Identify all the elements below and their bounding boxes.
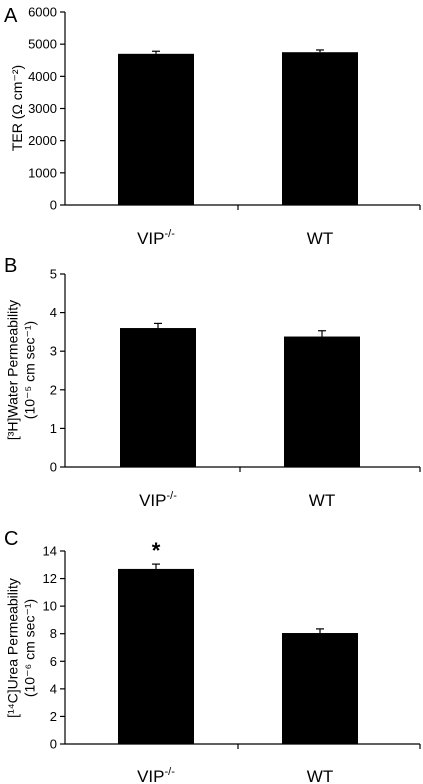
y-tick-label: 0 xyxy=(50,460,57,475)
bar xyxy=(118,568,194,744)
y-tick-label: 10 xyxy=(43,599,57,614)
y-axis-label: [¹⁴C]Urea Permeability xyxy=(5,578,21,718)
y-tick-label: 12 xyxy=(43,571,57,586)
y-tick-label: 4 xyxy=(50,305,57,320)
y-tick-label: 0 xyxy=(50,737,57,752)
panel-b: B 0 1 2 3 4 5 [³H]Water Permeability (10⁻⁵ cm se… xyxy=(4,255,421,510)
bar xyxy=(118,53,194,205)
category-label: VIP-/- xyxy=(137,766,175,784)
y-tick-label: 6 xyxy=(50,654,57,669)
panel-c: C 0 2 4 6 8 10 12 14 [¹⁴C]Urea Permeability (10⁻⁶ … xyxy=(4,528,421,784)
y-tick-label: 4 xyxy=(50,681,57,696)
category-label: WT xyxy=(309,491,335,510)
bar xyxy=(282,52,358,206)
panel-letter: A xyxy=(4,5,18,27)
panel-letter: C xyxy=(4,528,18,550)
y-tick-label: 5 xyxy=(50,267,57,282)
y-axis-label: TER (Ω cm⁻²) xyxy=(9,65,25,151)
bar xyxy=(284,336,360,467)
y-tick-label: 0 xyxy=(50,198,57,213)
panel-a: A 0 1000 2000 3000 4000 5000 6000 TER (Ω cm⁻²) VI… xyxy=(4,5,421,248)
y-tick-label: 1000 xyxy=(28,165,57,180)
category-label: WT xyxy=(307,229,333,248)
significance-asterisk: * xyxy=(152,538,161,563)
y-tick-label: 1 xyxy=(50,421,57,436)
bar xyxy=(282,633,358,744)
y-tick-label: 3 xyxy=(50,344,57,359)
y-tick-label: 3000 xyxy=(28,101,57,116)
y-tick-label: 14 xyxy=(43,544,57,559)
panel-letter: B xyxy=(4,255,17,277)
y-tick-label: 5000 xyxy=(28,37,57,52)
category-label: VIP-/- xyxy=(137,228,175,248)
category-label: VIP-/- xyxy=(139,490,177,510)
y-axis-label: (10⁻⁶ cm sec⁻¹) xyxy=(22,599,38,697)
category-label: WT xyxy=(307,767,333,784)
y-tick-label: 4000 xyxy=(28,69,57,84)
y-tick-label: 6000 xyxy=(28,5,57,20)
y-tick-label: 2000 xyxy=(28,133,57,148)
y-axis-label: (10⁻⁵ cm sec⁻¹) xyxy=(22,321,38,419)
y-tick-label: 2 xyxy=(50,382,57,397)
y-tick-label: 2 xyxy=(50,709,57,724)
y-axis-label: [³H]Water Permeability xyxy=(5,300,21,440)
y-tick-label: 8 xyxy=(50,626,57,641)
bar xyxy=(120,328,196,467)
